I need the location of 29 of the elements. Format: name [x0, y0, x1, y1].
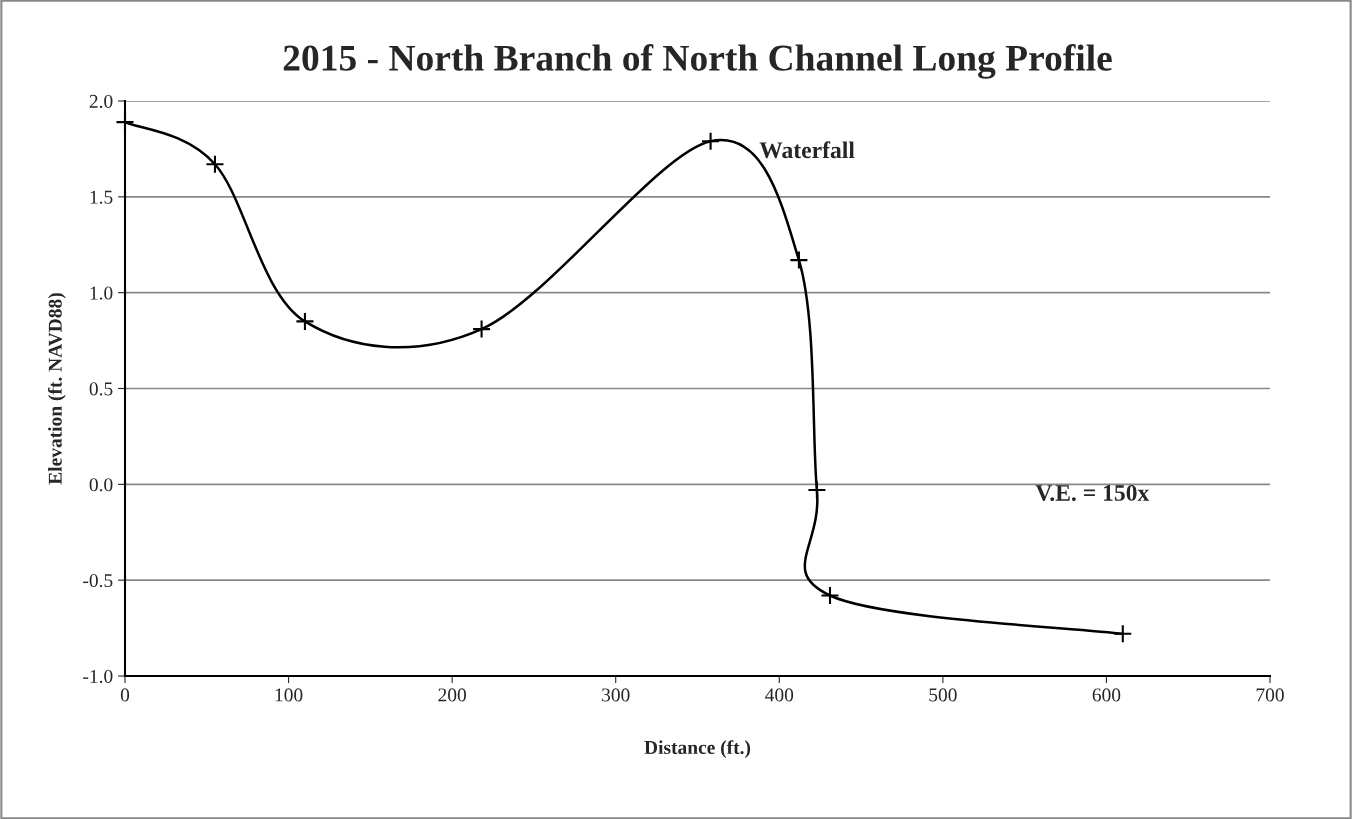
point	[820, 585, 840, 606]
x-axis-title: Distance (ft.)	[644, 740, 751, 758]
point	[295, 311, 315, 331]
y-tick-label: 0.5	[89, 382, 113, 396]
x-tick-label: 300	[602, 688, 630, 702]
annotation: V.E. = 150x	[1035, 484, 1150, 501]
y-tick-label: -0.5	[83, 573, 113, 588]
point	[1113, 624, 1133, 644]
x-tick-label: 600	[1092, 688, 1121, 702]
y-tick-label: -1.0	[83, 669, 113, 684]
point	[472, 319, 492, 339]
x-tick-label: 700	[1256, 688, 1284, 702]
x-tick-label: 0	[120, 688, 130, 702]
chart-title: 2015 - North Branch of North Channel Long Profile	[283, 44, 1112, 79]
point	[701, 131, 721, 151]
point	[789, 250, 809, 270]
point	[205, 154, 225, 174]
point	[115, 112, 135, 132]
y-tick-label: 0.0	[89, 478, 113, 492]
x-tick-label: 400	[765, 688, 794, 702]
point	[807, 480, 827, 500]
x-tick-label: 100	[275, 688, 303, 702]
x-tick-label: 200	[438, 688, 466, 702]
y-tick-label: 1.5	[90, 190, 113, 204]
x-tick-label: 500	[929, 688, 957, 702]
y-tick-label: 1.0	[90, 286, 113, 300]
annotation: Waterfall	[759, 141, 855, 159]
y-axis-title: Elevation (ft. NAVD88)	[47, 293, 66, 485]
y-tick-label: 2.0	[89, 94, 113, 109]
